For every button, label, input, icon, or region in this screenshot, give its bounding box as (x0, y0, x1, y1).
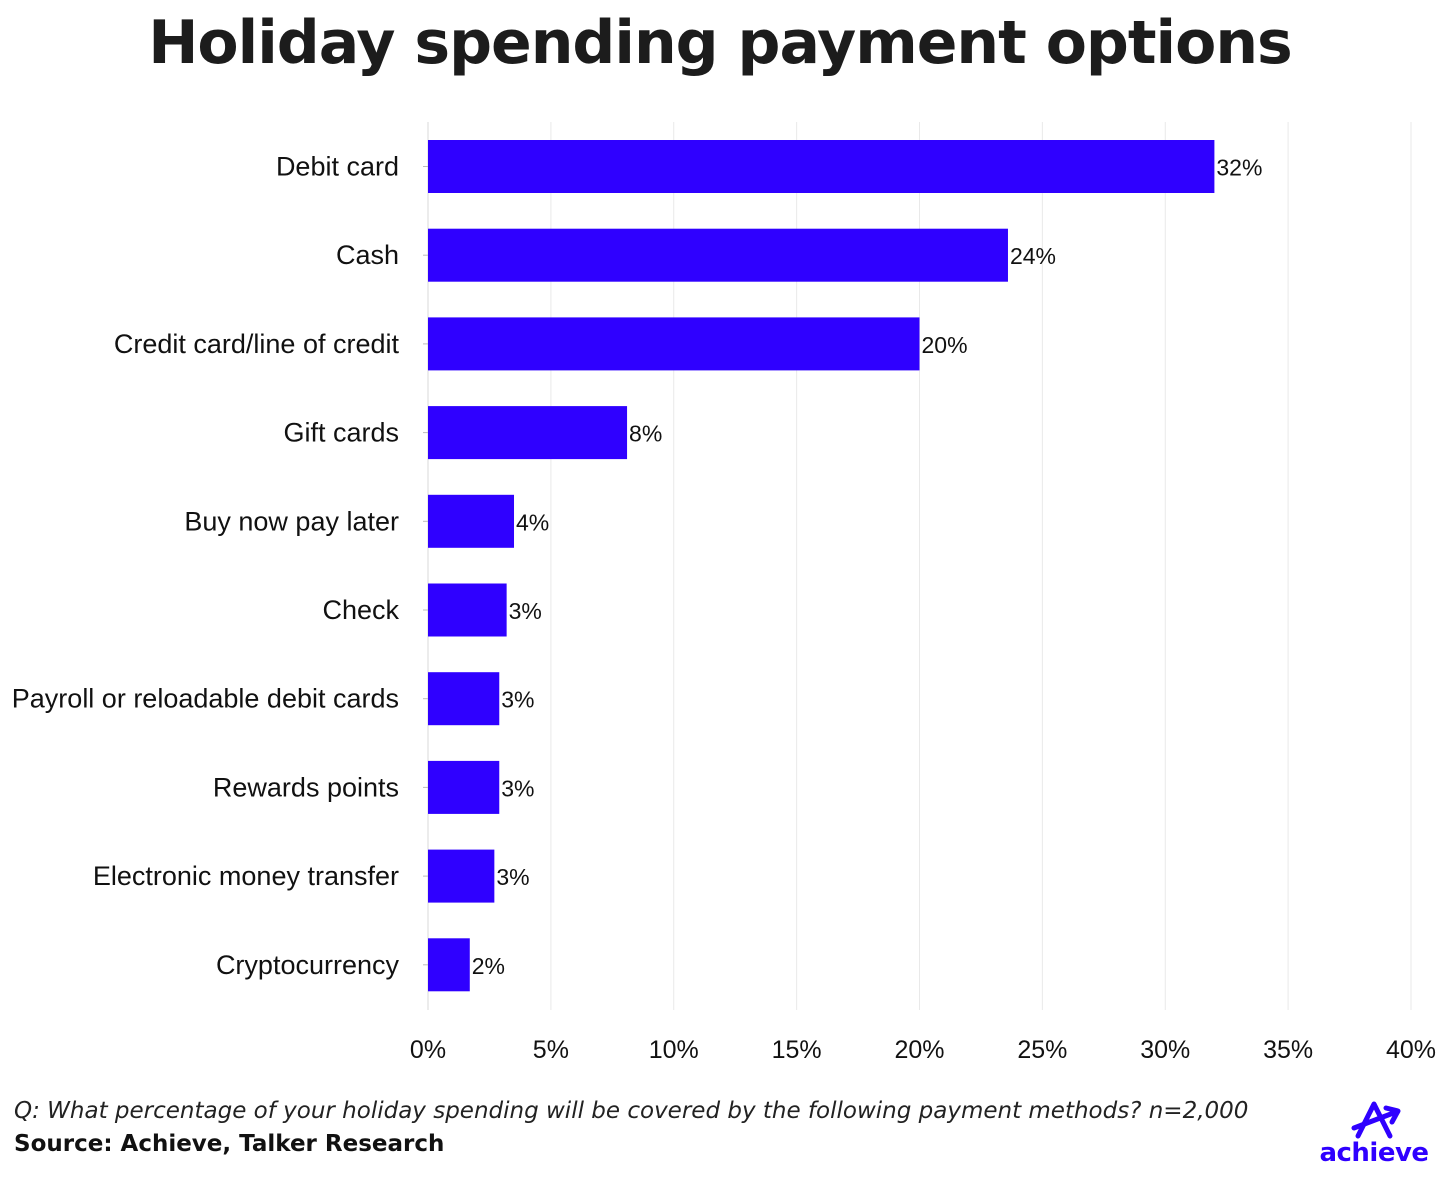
chart-title: Holiday spending payment options (148, 8, 1293, 78)
x-tick-label: 5% (533, 1036, 569, 1064)
bar (428, 228, 1008, 282)
data-label: 3% (501, 687, 534, 713)
data-label: 3% (509, 598, 542, 624)
bar (428, 849, 495, 903)
category-label: Cash (336, 240, 399, 270)
category-label: Buy now pay later (184, 506, 399, 536)
data-label: 2% (472, 953, 505, 979)
x-tick-label: 20% (894, 1036, 944, 1064)
x-tick-label: 30% (1140, 1036, 1190, 1064)
x-tick-label: 35% (1263, 1036, 1313, 1064)
data-label: 20% (922, 332, 968, 358)
survey-question: Q: What percentage of your holiday spend… (14, 1098, 1249, 1124)
category-label: Electronic money transfer (93, 861, 399, 891)
x-tick-label: 40% (1386, 1036, 1436, 1064)
data-label: 24% (1010, 243, 1056, 269)
bar (428, 760, 500, 814)
data-label: 3% (501, 775, 534, 801)
data-label: 3% (496, 864, 529, 890)
achieve-logo: achieve (1318, 1100, 1430, 1172)
achieve-arrow-icon (1351, 1101, 1401, 1139)
category-label: Credit card/line of credit (114, 329, 400, 359)
bar (428, 140, 1215, 193)
bar (428, 938, 470, 992)
bar (428, 583, 507, 637)
x-tick-label: 15% (772, 1036, 822, 1064)
bar (428, 406, 628, 460)
bar (428, 317, 920, 371)
bar-chart: 0% 5% 10% 15% 20% 25% 30% 35% 40% Debit card 32% Ca… (12, 122, 1436, 1064)
bar (428, 672, 500, 726)
category-label: Rewards points (213, 772, 399, 802)
category-label: Cryptocurrency (216, 950, 400, 980)
x-tick-label: 0% (410, 1036, 446, 1064)
bar (428, 494, 515, 548)
data-label: 4% (516, 509, 549, 535)
category-label: Gift cards (283, 418, 399, 448)
category-label: Check (322, 595, 399, 625)
source-note: Source: Achieve, Talker Research (14, 1131, 445, 1157)
achieve-wordmark: achieve (1319, 1138, 1429, 1168)
data-label: 8% (629, 421, 662, 447)
data-label: 32% (1216, 155, 1262, 181)
category-label: Debit card (276, 152, 399, 182)
category-label: Payroll or reloadable debit cards (12, 684, 399, 714)
x-tick-label: 25% (1017, 1036, 1067, 1064)
x-tick-label: 10% (649, 1036, 699, 1064)
